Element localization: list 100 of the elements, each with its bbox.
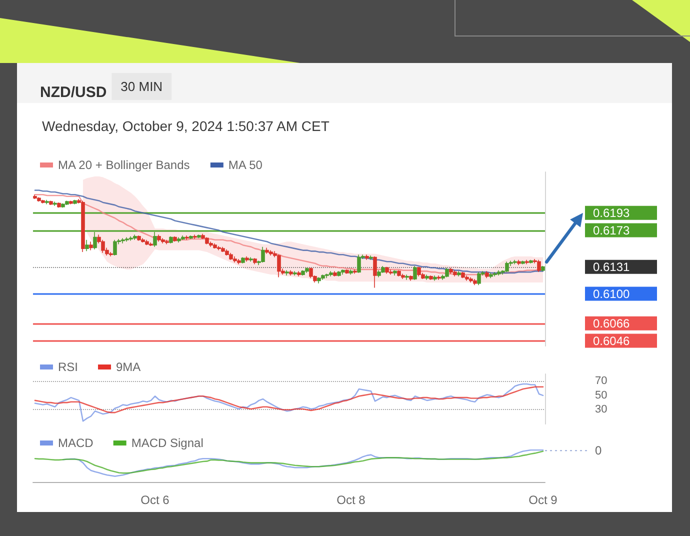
candlestick (301, 270, 305, 276)
candlestick (185, 235, 189, 240)
candlestick (437, 275, 441, 280)
candlestick (245, 256, 249, 262)
candlestick (277, 254, 281, 278)
candlestick (461, 272, 465, 279)
candlestick (385, 266, 389, 274)
candlestick (109, 252, 113, 257)
legend-label: MA 20 + Bollinger Bands (58, 158, 190, 172)
x-tick-label: Oct 9 (528, 493, 558, 507)
candlestick (165, 239, 169, 245)
candlestick (181, 235, 185, 240)
candlestick (217, 246, 221, 251)
candlestick (161, 238, 165, 244)
candlestick (537, 259, 541, 272)
candlestick (333, 270, 337, 277)
candlestick (241, 256, 245, 264)
candlestick (373, 256, 377, 288)
candlestick (189, 235, 193, 240)
candlestick (137, 235, 141, 242)
y-tick-label: 30 (595, 404, 608, 416)
candlestick (397, 270, 401, 277)
candlestick (73, 199, 77, 205)
candlestick (173, 236, 177, 242)
candlestick (485, 270, 489, 279)
candlestick (229, 252, 233, 260)
legend-label: 9MA (116, 360, 141, 374)
candlestick (513, 259, 517, 265)
candlestick (353, 269, 357, 274)
candlestick (417, 266, 421, 277)
candlestick (529, 259, 533, 264)
text: 30 MIN (120, 79, 163, 94)
candlestick (129, 236, 133, 242)
candlestick (221, 246, 225, 252)
candlestick (41, 199, 45, 204)
candlestick (413, 266, 417, 280)
candlestick (425, 274, 429, 280)
candlestick (145, 239, 149, 246)
chart-title: NZD/USD (40, 84, 107, 101)
candlestick (249, 256, 253, 262)
candlestick (349, 269, 353, 276)
candlestick (233, 256, 237, 263)
candlestick (393, 270, 397, 276)
y-tick-label: 0.6131 (593, 260, 630, 274)
candlestick (269, 250, 273, 256)
candlestick (369, 255, 373, 260)
x-tick-label: Oct 8 (336, 493, 366, 507)
legend-label: MA 50 (228, 158, 263, 172)
candlestick (65, 200, 69, 206)
candlestick (341, 269, 345, 276)
candlestick (473, 278, 477, 286)
y-tick-label: 0.6046 (593, 334, 630, 348)
candlestick (169, 236, 173, 244)
candlestick (85, 239, 89, 252)
candlestick (45, 199, 49, 205)
y-tick-label: 0.6066 (593, 316, 630, 330)
candlestick (489, 272, 493, 279)
candlestick (365, 254, 369, 260)
candlestick (377, 270, 381, 278)
candlestick (61, 202, 65, 208)
candlestick (357, 254, 361, 274)
candlestick (213, 242, 217, 249)
candlestick (497, 270, 501, 276)
candlestick (81, 200, 85, 252)
candlestick (113, 239, 117, 256)
candlestick (309, 267, 313, 279)
candlestick (389, 269, 393, 276)
candlestick (321, 274, 325, 280)
candlestick (209, 241, 213, 248)
candlestick (57, 202, 61, 208)
candlestick (37, 196, 41, 202)
legend-label: RSI (58, 360, 78, 374)
candlestick (517, 259, 521, 266)
candlestick (237, 258, 241, 265)
x-tick-label: Oct 6 (140, 493, 170, 507)
candlestick (89, 241, 93, 251)
candlestick (297, 270, 301, 277)
candlestick (541, 266, 545, 272)
candlestick (337, 270, 341, 277)
candlestick (157, 234, 161, 242)
candlestick (457, 270, 461, 277)
candlestick (405, 274, 409, 280)
candlestick (53, 201, 57, 206)
candlestick (149, 242, 153, 246)
candlestick (521, 260, 525, 265)
candlestick (197, 234, 201, 239)
candlestick (305, 267, 309, 274)
candlestick (69, 200, 73, 205)
candlestick (409, 275, 413, 282)
candlestick (429, 275, 433, 280)
candlestick (125, 236, 129, 242)
candlestick (289, 270, 293, 276)
candlestick (293, 270, 297, 276)
candlestick (401, 273, 405, 280)
y-tick-label: 50 (595, 389, 608, 402)
chart-subtitle: Wednesday, October 9, 2024 1:50:37 AM CET (42, 118, 330, 134)
candlestick (445, 267, 449, 278)
candlestick (285, 270, 289, 276)
line-series (34, 383, 544, 422)
legend-label: MACD Signal (131, 436, 204, 450)
